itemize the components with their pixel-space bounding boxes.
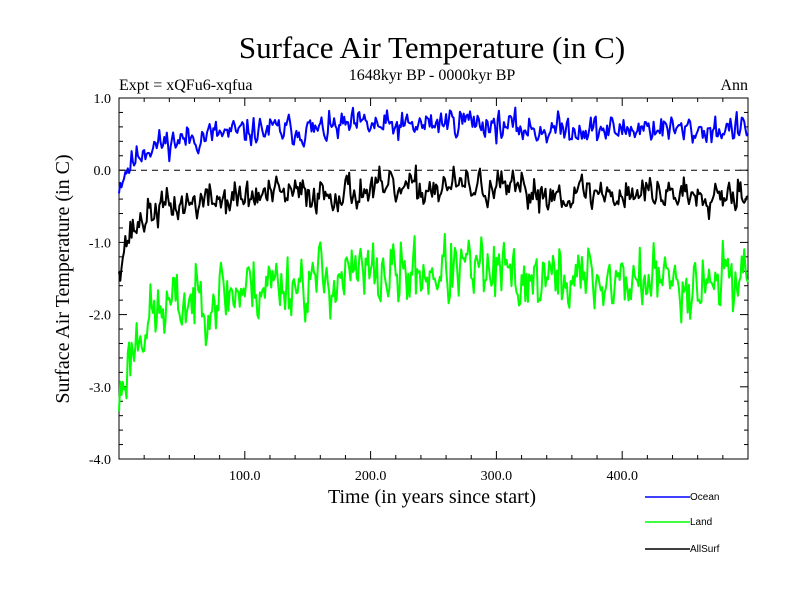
y-tick-label: 0.0	[94, 164, 112, 179]
chart-title: Surface Air Temperature (in C)	[239, 30, 625, 65]
series-line-land	[118, 232, 749, 412]
y-tick-label: -3.0	[89, 381, 111, 396]
x-tick-label: 200.0	[355, 469, 387, 484]
legend-label-allsurf: AllSurf	[690, 544, 720, 555]
y-tick-label: -2.0	[89, 309, 111, 324]
y-tick-label: -1.0	[89, 236, 111, 251]
x-tick-label: 100.0	[229, 469, 261, 484]
axis-ticks: 100.0 200.0 300.0 400.0 -4.0 -3.0 -2.0 -1.0 0.0 1…	[89, 92, 748, 484]
period-label: 1648kyr BP - 0000kyr BP	[349, 67, 516, 84]
x-tick-label: 300.0	[481, 469, 513, 484]
legend: Ocean Land AllSurf	[645, 492, 720, 555]
y-tick-label: -4.0	[89, 453, 111, 468]
y-tick-label: 1.0	[94, 92, 112, 107]
x-axis-label: Time (in years since start)	[328, 486, 536, 508]
series-line-allsurf	[118, 164, 749, 282]
season-label: Ann	[720, 77, 748, 94]
series-lines	[118, 106, 749, 412]
legend-label-land: Land	[690, 517, 712, 528]
legend-label-ocean: Ocean	[690, 492, 719, 503]
x-tick-label: 400.0	[606, 469, 638, 484]
y-axis-label: Surface Air Temperature (in C)	[52, 154, 74, 403]
series-line-ocean	[118, 106, 749, 194]
experiment-label: Expt = xQFu6-xqfua	[119, 77, 252, 94]
